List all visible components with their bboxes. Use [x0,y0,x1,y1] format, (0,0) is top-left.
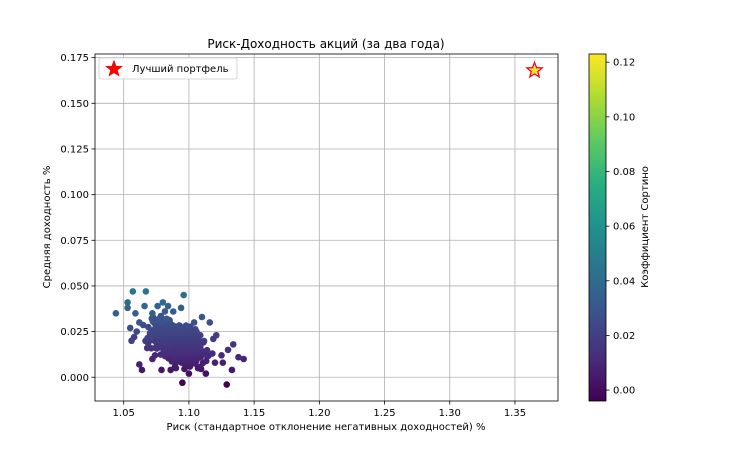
portfolio-point [177,304,185,312]
portfolio-point [191,325,199,333]
portfolio-point [200,337,208,345]
portfolio-point [161,308,169,315]
legend-star-icon [104,59,124,77]
grid [95,54,558,401]
portfolio-point [235,353,242,361]
x-tick-label: 1.20 [308,408,330,419]
colorbar-gradient [588,53,607,402]
portfolio-point [129,288,137,295]
portfolio-point [154,302,161,310]
y-tick-label: 0.025 [60,327,89,338]
colorbar-label: Коэффициент Сортино [640,166,651,288]
y-axis-ticks: 0.000 0.025 0.050 0.075 0.100 0.125 0.150 0.175 [60,53,95,384]
portfolio-point [163,315,171,323]
portfolio-point [175,322,183,329]
portfolio-point [209,350,216,357]
portfolio-point [190,319,198,326]
y-tick-label: 0.175 [60,53,89,64]
portfolio-point [218,352,225,359]
portfolio-point [240,355,247,363]
portfolio-point [203,346,211,354]
x-tick-label: 1.25 [373,408,395,419]
colorbar-tick-label: 0.08 [613,167,635,178]
colorbar-tick-label: 0.12 [613,58,635,69]
portfolio-point [211,359,219,366]
portfolio-point [169,308,177,315]
portfolio-point [133,328,141,335]
portfolio-point [223,381,231,388]
legend: Лучший портфель [98,57,238,80]
colorbar-tick-label: 0.04 [613,276,635,287]
portfolio-point [136,319,143,326]
portfolio-point [132,310,139,317]
portfolio-point [136,361,143,368]
x-axis-label: Риск (стандартное отклонение негативных … [167,422,486,433]
portfolio-point [142,288,150,295]
best-portfolio-star [525,60,544,79]
y-tick-label: 0.075 [60,236,89,247]
portfolio-point [124,304,131,312]
portfolio-point [198,313,206,321]
y-axis-label: Средняя доходность % [42,166,53,289]
legend-entry-best-portfolio: Лучший портфель [132,64,229,75]
portfolio-point [202,357,210,365]
portfolio-point [179,379,186,387]
portfolio-point [112,310,120,317]
y-tick-label: 0.150 [60,99,89,110]
portfolio-point [157,312,165,320]
portfolio-point [124,299,131,306]
portfolio-point [138,366,146,374]
chart-title: Риск-Доходность акций (за два года) [207,37,444,51]
portfolio-point [149,310,156,317]
portfolio-point [229,341,237,348]
portfolio-point [158,366,165,374]
portfolio-point [202,370,210,377]
x-tick-label: 1.10 [178,408,200,419]
portfolio-point [219,359,227,366]
portfolio-point [164,302,172,310]
x-tick-label: 1.15 [243,408,265,419]
portfolio-point [126,324,134,332]
portfolio-point [212,331,220,339]
portfolio-point [228,366,236,374]
portfolio-point [141,302,148,310]
portfolio-point [151,352,159,359]
portfolio-point [185,370,193,377]
x-axis-ticks: 1.05 1.10 1.15 1.20 1.25 1.30 1.35 [113,401,526,419]
x-tick-label: 1.30 [439,408,461,419]
colorbar-tick-label: 0.10 [613,112,635,123]
colorbar-ticks: 0.00 0.02 0.04 0.06 0.08 0.10 0.12 [606,58,635,397]
portfolio-point [159,299,167,306]
y-tick-label: 0.100 [60,190,89,201]
portfolio-point [144,323,152,331]
portfolio-point [182,322,190,329]
y-tick-label: 0.050 [60,281,89,292]
portfolio-point [206,319,214,326]
y-tick-label: 0.000 [60,373,89,384]
colorbar-tick-label: 0.02 [613,331,635,342]
best-portfolio-marker [525,60,544,79]
legend-box [98,57,238,80]
x-tick-label: 1.35 [504,408,526,419]
colorbar-tick-label: 0.06 [613,222,635,233]
y-tick-label: 0.125 [60,144,89,155]
colorbar: 0.00 0.02 0.04 0.06 0.08 0.10 0.12 Коэффициент… [588,53,651,402]
portfolio-point [180,291,187,299]
plot-frame [94,53,559,402]
x-tick-label: 1.05 [113,408,135,419]
colorbar-tick-label: 0.00 [613,386,635,397]
best-portfolio-star-fill [530,65,539,75]
scatter-points [112,288,247,388]
portfolio-point [130,333,138,341]
portfolio-point [224,346,232,354]
